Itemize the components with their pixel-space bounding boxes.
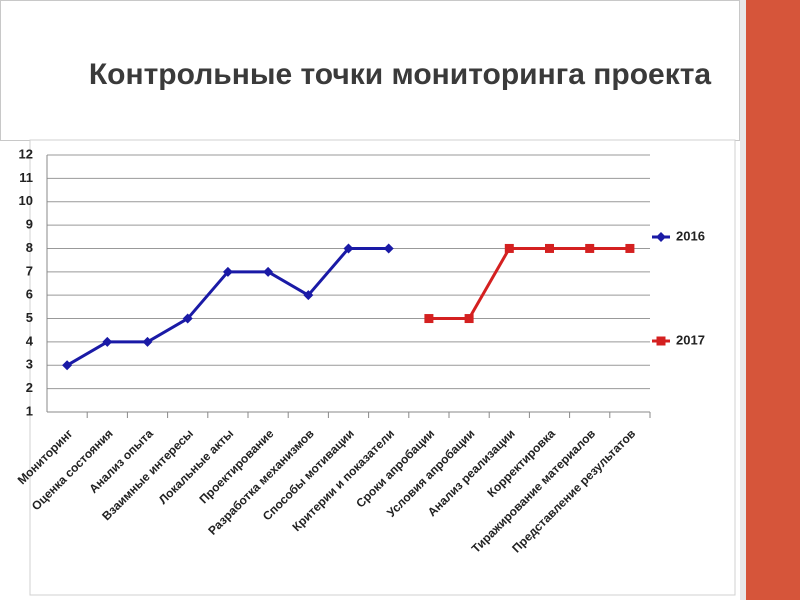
- y-tick-label: 4: [26, 333, 34, 348]
- y-tick-label: 5: [26, 310, 33, 325]
- point: [464, 314, 474, 324]
- point: [102, 336, 113, 347]
- legend-label: 2016: [676, 228, 705, 243]
- point: [142, 336, 153, 347]
- legend-marker: [656, 336, 666, 346]
- point: [343, 243, 354, 254]
- point: [504, 243, 514, 253]
- y-tick-label: 3: [26, 357, 33, 372]
- y-tick-label: 8: [26, 240, 33, 255]
- chart-frame: [29, 139, 736, 596]
- point: [263, 266, 274, 277]
- point: [585, 243, 595, 253]
- y-tick-label: 9: [26, 217, 33, 232]
- legend-label: 2017: [676, 332, 705, 347]
- y-tick-label: 6: [26, 287, 33, 302]
- side-strip: [740, 0, 746, 600]
- side-bar: [746, 0, 800, 600]
- y-tick-label: 7: [26, 263, 33, 278]
- y-tick-label: 10: [19, 193, 33, 208]
- y-tick-label: 1: [26, 403, 33, 418]
- y-tick-label: 2: [26, 380, 33, 395]
- y-tick-label: 11: [19, 170, 33, 185]
- point: [303, 290, 314, 301]
- series-line: [428, 246, 630, 321]
- point: [424, 314, 434, 324]
- legend-marker: [656, 232, 666, 242]
- chart-title: Контрольные точки мониторинга проекта: [89, 58, 712, 91]
- point: [182, 313, 193, 324]
- point: [625, 243, 635, 253]
- point: [383, 243, 394, 254]
- point: [545, 243, 554, 253]
- point: [222, 266, 233, 277]
- y-tick-label: 12: [19, 146, 33, 161]
- point: [62, 360, 73, 371]
